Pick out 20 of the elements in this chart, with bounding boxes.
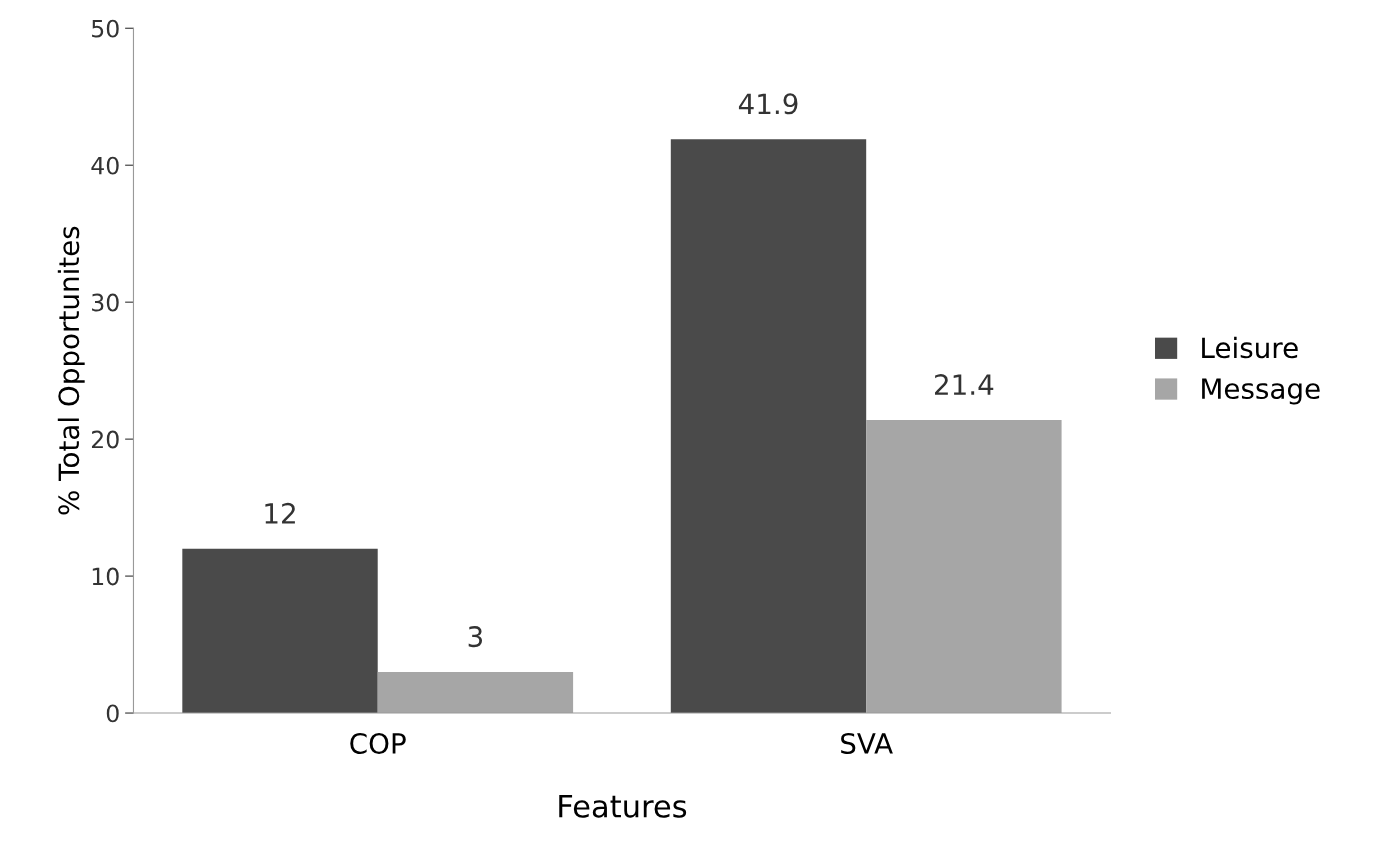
data-label: 41.9: [738, 93, 798, 115]
y-tick-label: 50: [92, 19, 119, 38]
bar: [866, 419, 1062, 714]
data-label: 21.4: [935, 374, 994, 395]
x-tick-label: COP: [350, 732, 406, 754]
legend-label: Message: [1202, 378, 1320, 405]
y-tick-label: 20: [91, 430, 119, 449]
y-axis-title: % Total Opportunites: [57, 226, 85, 515]
y-tick-label: 10: [92, 567, 119, 586]
x-axis-title: Features: [559, 795, 687, 818]
x-tick-label: SVA: [841, 732, 893, 754]
bar: [182, 548, 378, 714]
bar: [377, 671, 574, 714]
data-label: 12: [265, 502, 295, 524]
bar: [670, 139, 867, 714]
legend-label: Leisure: [1202, 336, 1298, 359]
y-tick-label: 0: [106, 704, 119, 723]
data-label: 3: [468, 626, 483, 648]
y-tick-label: 30: [92, 293, 119, 312]
y-tick-label: 40: [91, 156, 119, 175]
